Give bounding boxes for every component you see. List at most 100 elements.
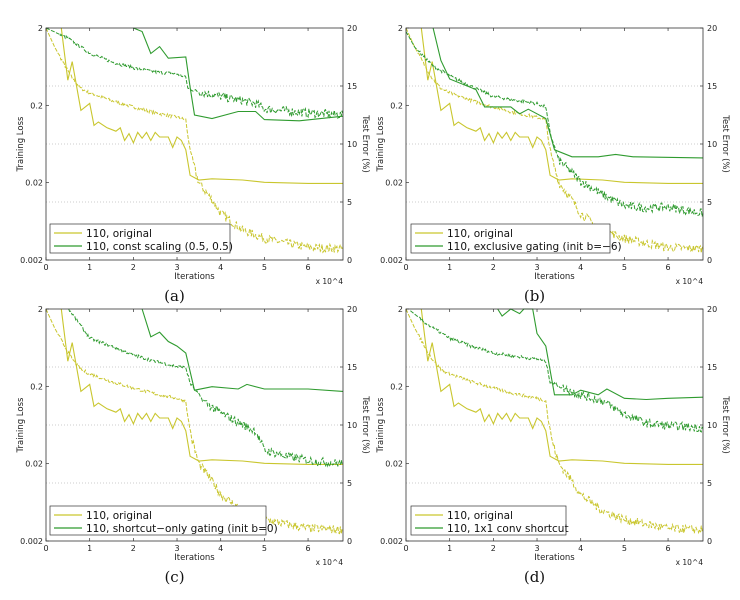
series-test-error-variant — [141, 308, 344, 392]
y-left-tick-label: 2 — [398, 305, 403, 314]
series-training-loss-original — [45, 27, 344, 254]
x-tick-label: 4 — [578, 263, 583, 272]
x-tick-label: 6 — [666, 544, 671, 553]
subplot-caption: (b) — [524, 287, 545, 305]
y-left-tick-label: 0.002 — [380, 256, 403, 265]
x-tick-label: 6 — [666, 263, 671, 272]
x-multiplier-label: x 10^4 — [316, 277, 344, 286]
y-right-axis-label: Test Error (%) — [360, 114, 370, 173]
legend-entry: 110, 1x1 conv shortcut — [447, 523, 569, 535]
legend-entry: 110, original — [447, 228, 513, 240]
y-right-tick-label: 15 — [347, 82, 357, 91]
x-tick-label: 2 — [491, 263, 496, 272]
y-left-axis-label: Training Loss — [376, 116, 386, 172]
x-tick-label: 4 — [218, 263, 223, 272]
y-left-tick-label: 0.002 — [20, 256, 43, 265]
subplot-caption: (d) — [524, 568, 545, 586]
y-left-axis-label: Training Loss — [16, 397, 26, 453]
x-tick-label: 2 — [131, 544, 136, 553]
y-left-tick-label: 0.002 — [380, 537, 403, 546]
y-left-tick-label: 2 — [38, 24, 43, 33]
legend-box — [410, 223, 611, 254]
y-right-tick-label: 15 — [707, 82, 717, 91]
series-training-loss-original — [405, 308, 704, 535]
x-tick-label: 0 — [43, 544, 48, 553]
x-multiplier-label: x 10^4 — [316, 558, 344, 567]
series-training-loss-original — [45, 308, 344, 535]
legend-box — [49, 505, 267, 536]
series-test-error-variant — [432, 27, 704, 159]
y-right-tick-label: 5 — [347, 198, 352, 207]
subplot-caption: (a) — [164, 287, 185, 305]
x-tick-label: 1 — [447, 544, 452, 553]
x-tick-label: 0 — [403, 263, 408, 272]
y-right-tick-label: 20 — [707, 24, 717, 33]
y-right-tick-label: 5 — [347, 479, 352, 488]
x-tick-label: 2 — [131, 263, 136, 272]
y-left-tick-label: 0.2 — [30, 101, 43, 110]
series-training-loss-variant — [405, 31, 704, 217]
legend-box — [410, 505, 567, 536]
legend-entry: 110, original — [86, 510, 152, 522]
series-training-loss-variant — [45, 27, 344, 119]
x-tick-label: 6 — [306, 544, 311, 553]
x-tick-label: 3 — [534, 544, 539, 553]
x-tick-label: 4 — [578, 544, 583, 553]
y-left-tick-label: 0.02 — [385, 460, 403, 469]
series-test-error-original — [420, 27, 703, 184]
x-axis-label: Iterations — [174, 553, 215, 563]
x-tick-label: 0 — [403, 544, 408, 553]
y-right-tick-label: 5 — [707, 479, 712, 488]
y-left-tick-label: 0.2 — [390, 382, 403, 391]
y-right-tick-label: 10 — [707, 140, 717, 149]
y-right-axis-label: Test Error (%) — [720, 395, 730, 454]
y-left-tick-label: 2 — [38, 305, 43, 314]
x-tick-label: 3 — [174, 263, 179, 272]
y-left-tick-label: 2 — [398, 24, 403, 33]
legend-entry: 110, const scaling (0.5, 0.5) — [86, 241, 233, 253]
x-tick-label: 5 — [622, 544, 627, 553]
y-left-tick-label: 0.02 — [385, 179, 403, 188]
y-left-axis-label: Training Loss — [376, 397, 386, 453]
x-tick-label: 5 — [622, 263, 627, 272]
y-right-tick-label: 20 — [707, 305, 717, 314]
y-right-tick-label: 0 — [707, 537, 712, 546]
x-tick-label: 0 — [43, 263, 48, 272]
series-test-error-original — [420, 308, 703, 465]
x-tick-label: 3 — [174, 544, 179, 553]
y-left-tick-label: 0.002 — [20, 537, 43, 546]
x-tick-label: 6 — [306, 263, 311, 272]
x-tick-label: 3 — [534, 263, 539, 272]
y-right-tick-label: 20 — [347, 305, 357, 314]
x-axis-label: Iterations — [534, 553, 575, 563]
y-right-tick-label: 15 — [347, 363, 357, 372]
x-tick-label: 1 — [447, 263, 452, 272]
x-multiplier-label: x 10^4 — [676, 277, 704, 286]
x-axis-label: Iterations — [174, 272, 215, 282]
y-right-tick-label: 0 — [347, 537, 352, 546]
y-left-tick-label: 0.02 — [25, 179, 43, 188]
x-tick-label: 1 — [87, 263, 92, 272]
x-multiplier-label: x 10^4 — [676, 558, 704, 567]
x-axis-label: Iterations — [534, 272, 575, 282]
y-right-axis-label: Test Error (%) — [360, 395, 370, 454]
series-test-error-original — [60, 27, 343, 184]
legend-entry: 110, original — [86, 228, 152, 240]
x-tick-label: 2 — [491, 544, 496, 553]
y-right-tick-label: 0 — [347, 256, 352, 265]
series-training-loss-variant — [68, 308, 344, 468]
series-training-loss-original — [405, 27, 704, 254]
legend-entry: 110, shortcut−only gating (init b=0) — [86, 523, 278, 535]
y-right-tick-label: 0 — [707, 256, 712, 265]
legend-box — [49, 223, 231, 254]
series-test-error-variant — [497, 308, 704, 401]
